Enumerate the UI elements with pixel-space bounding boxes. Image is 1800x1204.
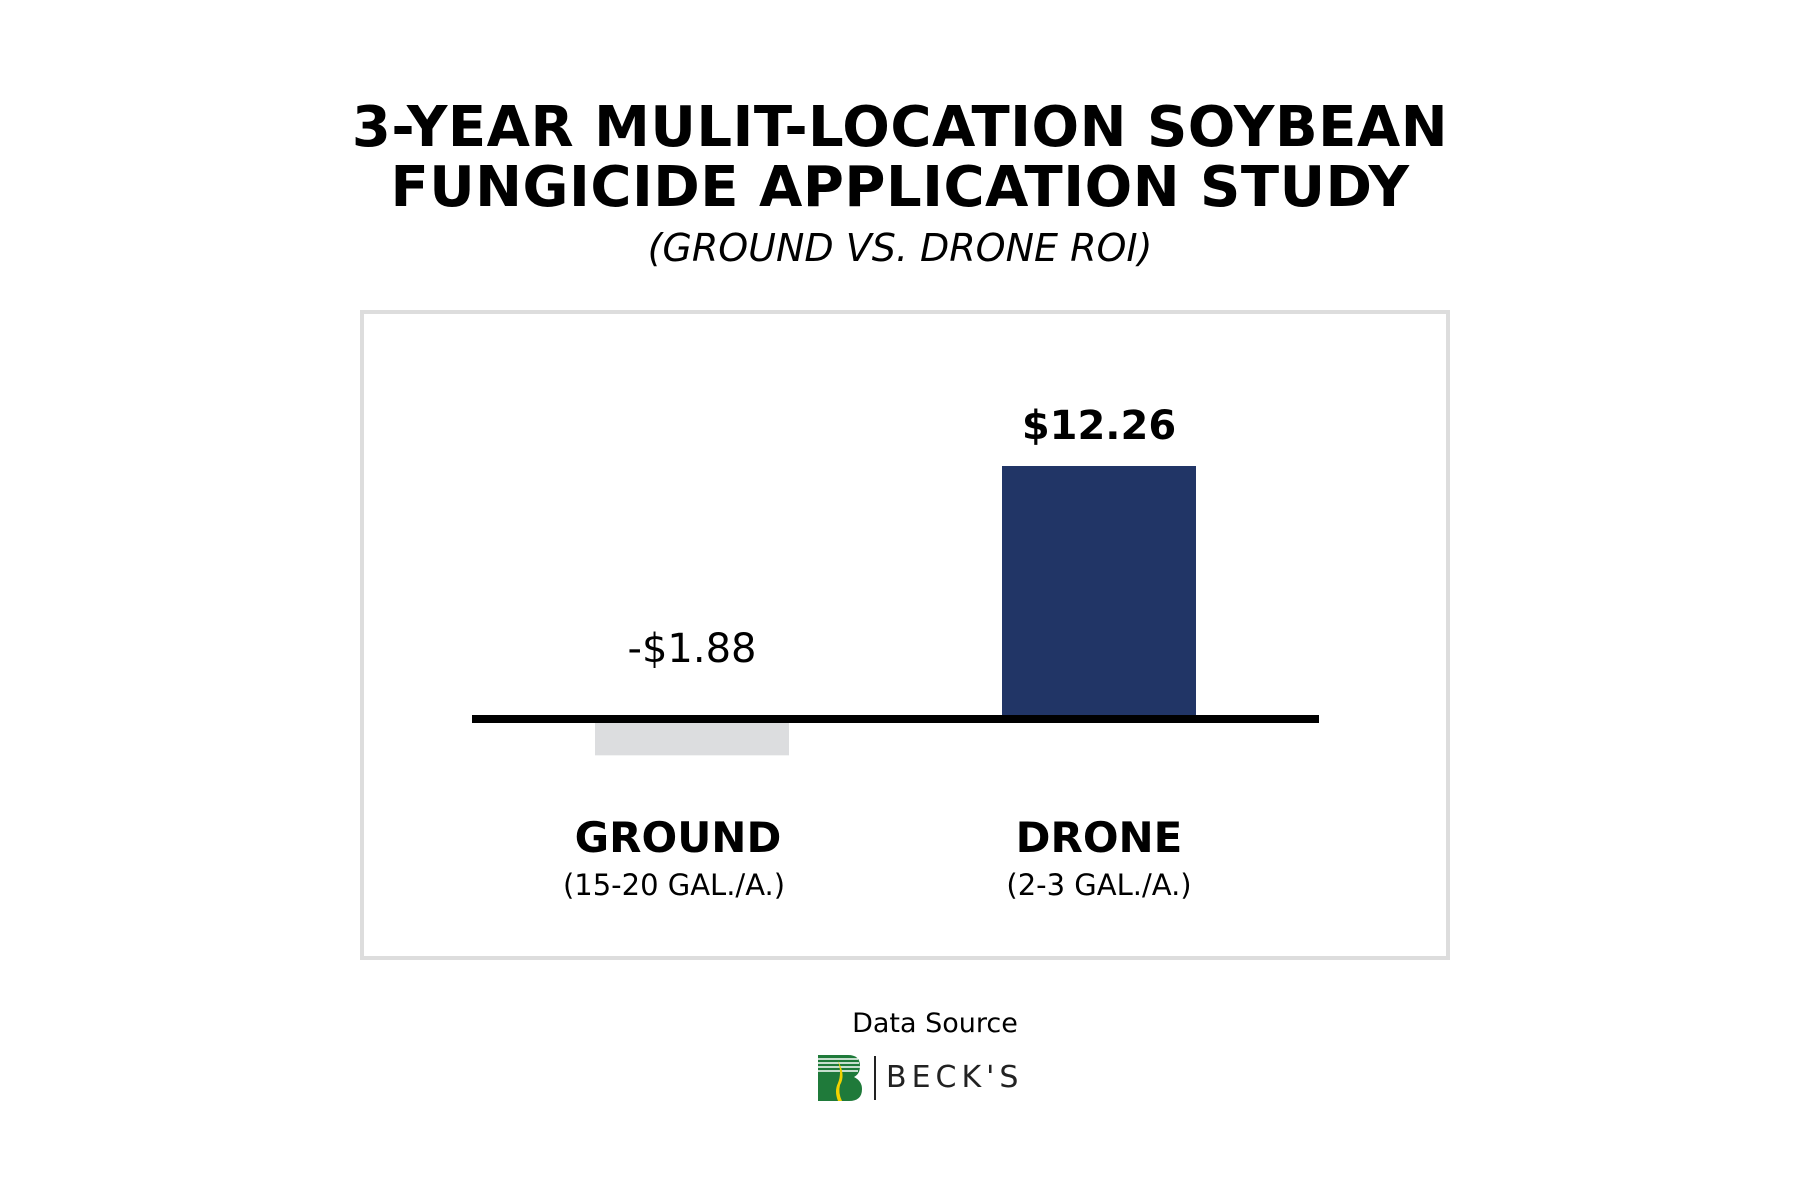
zero-axis-line <box>472 715 1319 723</box>
category-label-drone: DRONE <box>1016 813 1183 862</box>
chart-frame <box>360 310 1450 960</box>
category-sublabel-ground: (15-20 GAL./A.) <box>563 868 785 902</box>
becks-logo: BECK'S <box>818 1055 1023 1101</box>
category-label-ground: GROUND <box>575 813 782 862</box>
data-source-label: Data Source <box>852 1008 1018 1039</box>
bar-drone <box>1002 466 1196 716</box>
category-sublabel-drone: (2-3 GAL./A.) <box>1006 868 1191 902</box>
data-label-ground: -$1.88 <box>628 626 757 672</box>
chart-title-line-1: 3-YEAR MULIT-LOCATION SOYBEAN <box>351 95 1449 160</box>
becks-b-icon <box>818 1055 862 1101</box>
data-label-drone: $12.26 <box>1022 403 1176 449</box>
bar-ground <box>595 723 789 756</box>
chart-title-line-2: FUNGICIDE APPLICATION STUDY <box>390 155 1410 220</box>
chart-subtitle: (GROUND VS. DRONE ROI) <box>647 226 1153 270</box>
becks-logo-text: BECK'S <box>874 1056 1023 1100</box>
